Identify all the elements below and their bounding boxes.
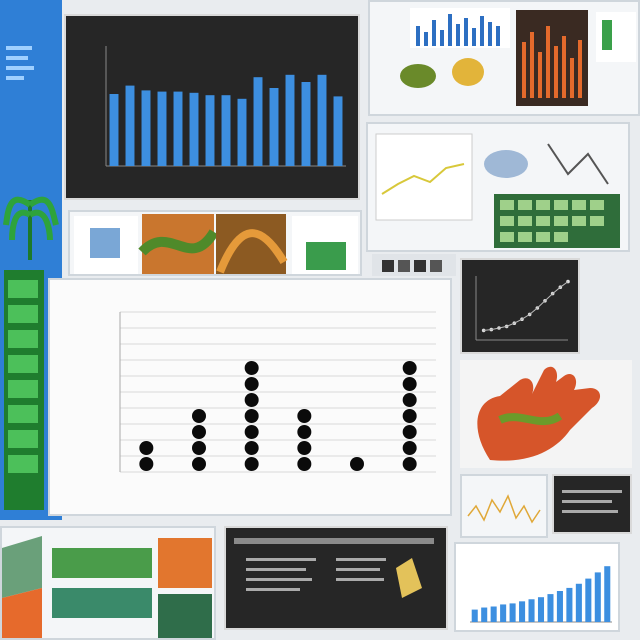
dot-2-2 <box>244 425 259 439</box>
bottom-left-infographic <box>0 526 216 640</box>
dot-3-3 <box>297 409 312 423</box>
top-bar-2 <box>141 90 151 166</box>
dot-3-1 <box>297 441 312 455</box>
top-bar-10 <box>269 88 279 166</box>
top-bar-4 <box>173 91 183 166</box>
top-bar-11 <box>285 74 295 166</box>
top-bar-9 <box>253 77 263 166</box>
br-bar-8 <box>547 594 554 622</box>
top-bar-chart <box>105 46 346 167</box>
dot-2-1 <box>244 441 259 455</box>
dot-4-0 <box>350 457 364 471</box>
dot-2-0 <box>244 457 259 471</box>
dot-1-3 <box>192 409 206 423</box>
br-bar-1 <box>481 607 488 622</box>
hand-image-panel <box>460 360 632 468</box>
small-line-panel <box>460 474 548 538</box>
dot-2-6 <box>244 361 259 375</box>
br-bar-12 <box>585 578 592 622</box>
hand-image <box>477 366 601 461</box>
right-line-chart <box>475 276 570 341</box>
dot-0-0 <box>139 457 154 471</box>
br-bar-6 <box>528 599 535 622</box>
dot-3-0 <box>297 457 312 471</box>
top-right-collage-graphic <box>400 8 636 106</box>
br-bar-13 <box>594 572 601 622</box>
middle-right-collage <box>366 122 630 252</box>
bottom-right-bar-panel <box>454 542 620 632</box>
bottom-middle-graphic <box>234 538 434 598</box>
br-bar-7 <box>537 597 545 622</box>
small-dark-graphic <box>562 490 622 513</box>
bottom-middle-dark-panel <box>224 526 448 630</box>
br-bar-4 <box>509 603 516 622</box>
top-bar-7 <box>221 95 231 166</box>
small-header-fragment <box>372 254 456 276</box>
top-bar-1 <box>125 85 135 166</box>
top-bar-chart-panel <box>64 14 360 200</box>
br-bar-14 <box>604 566 611 622</box>
middle-right-collage-graphic <box>375 133 620 248</box>
top-bar-6 <box>205 95 215 166</box>
br-bar-2 <box>490 606 497 622</box>
left-strip-graphic <box>3 46 59 510</box>
dot-1-2 <box>192 425 206 439</box>
dot-2-4 <box>244 393 259 407</box>
middle-image-strip <box>68 210 362 276</box>
dot-plot-chart <box>119 311 436 473</box>
top-right-collage <box>368 0 640 116</box>
br-bar-10 <box>566 587 573 622</box>
dot-5-0 <box>402 457 417 471</box>
bottom-right-bar-chart <box>470 566 612 623</box>
br-bar-0 <box>471 609 478 622</box>
small-header-graphic <box>382 260 442 272</box>
br-bar-5 <box>519 601 526 622</box>
dot-5-1 <box>402 441 417 455</box>
top-bar-5 <box>189 92 199 166</box>
top-bar-12 <box>301 82 311 166</box>
right-line-chart-panel <box>460 258 580 354</box>
br-bar-3 <box>500 604 507 622</box>
dot-plot-panel <box>48 278 452 516</box>
top-bar-14 <box>333 96 343 166</box>
br-bar-9 <box>556 591 563 622</box>
dot-1-1 <box>192 441 206 455</box>
left-blue-strip <box>0 0 62 520</box>
dot-5-6 <box>402 361 417 375</box>
top-bar-3 <box>157 91 167 166</box>
dot-2-3 <box>244 409 259 423</box>
dot-5-4 <box>402 393 417 407</box>
dot-1-0 <box>192 457 206 471</box>
bottom-left-graphic <box>2 536 212 638</box>
top-bar-13 <box>317 74 327 166</box>
small-line-chart <box>467 494 541 524</box>
br-bar-11 <box>575 583 582 622</box>
right-line-series <box>483 281 569 331</box>
dot-5-5 <box>402 377 417 391</box>
top-bar-0 <box>109 94 119 166</box>
top-bar-8 <box>237 98 247 166</box>
small-dark-panel <box>552 474 632 534</box>
dot-5-3 <box>402 409 417 423</box>
dot-0-1 <box>139 441 154 455</box>
dot-3-2 <box>297 425 312 439</box>
dot-5-2 <box>402 425 417 439</box>
middle-image-strip-graphic <box>74 214 358 274</box>
dot-2-5 <box>244 377 259 391</box>
